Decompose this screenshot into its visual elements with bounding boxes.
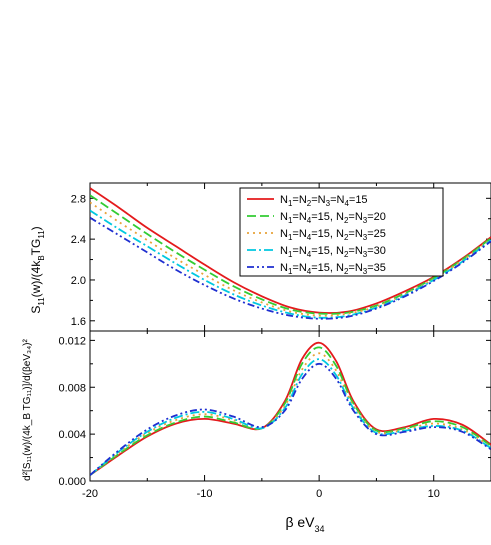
legend-label: N1=N4=15, N2=N3=25 — [280, 228, 386, 242]
legend-subscript: 2 — [344, 267, 349, 276]
legend-text-part: =N — [348, 245, 362, 257]
legend-text-part: N — [280, 262, 288, 274]
series-line — [90, 187, 491, 314]
legend-text-part: N — [280, 194, 288, 206]
x-axis-label: β eV34 — [285, 514, 324, 534]
series-line — [90, 201, 491, 317]
legend-text-part: =N — [348, 262, 362, 274]
bottom-series-group — [90, 341, 491, 476]
legend-subscript: 3 — [363, 216, 368, 225]
legend-subscript: 1 — [288, 216, 293, 225]
legend-subscript: 4 — [307, 216, 312, 225]
legend-label: N1=N4=15, N2=N3=30 — [280, 245, 386, 259]
legend-text-part: =15 — [349, 194, 368, 206]
bottom-y-axis-label: d²[S₁₁(w)/(4k_B TG₁₁)]/d(βeV₃₄)² — [22, 338, 33, 480]
legend-text-part: =N — [292, 228, 306, 240]
legend-text-part: =15, N — [311, 228, 344, 240]
legend-box — [239, 187, 444, 277]
legend-text-part: =30 — [367, 245, 386, 257]
legend-subscript: 1 — [288, 233, 293, 242]
series-line — [90, 346, 491, 476]
y-tick-label: 0.004 — [58, 429, 86, 441]
y-tick-label: 1.6 — [71, 316, 86, 328]
bottom-panel: 0.000 0.004 0.008 0.012 -20 -10 0 10 d²[S₁₁(w)… — [22, 330, 491, 534]
series-line — [90, 352, 491, 476]
legend-text-part: N — [280, 245, 288, 257]
legend-subscript: 2 — [307, 199, 312, 208]
legend-text-part: =25 — [367, 228, 386, 240]
series-line — [90, 209, 491, 319]
legend-label: N1=N4=15, N2=N3=35 — [280, 262, 386, 276]
legend-text-part: =N — [348, 228, 362, 240]
legend-subscript: 1 — [288, 199, 293, 208]
top-series-group — [90, 187, 491, 320]
legend-text-part: =15, N — [311, 211, 344, 223]
legend-subscript: 3 — [363, 250, 368, 259]
legend-text-part: =N — [292, 194, 306, 206]
y-tick-label: 0.000 — [58, 476, 86, 488]
legend-subscript: 3 — [363, 233, 368, 242]
legend-text-part: =N — [348, 211, 362, 223]
legend-text-part: =35 — [367, 262, 386, 274]
x-tick-label: 0 — [316, 488, 322, 500]
legend-subscript: 4 — [307, 267, 312, 276]
legend-subscript: 3 — [326, 199, 331, 208]
bottom-y-ticks: 0.000 0.004 0.008 0.012 — [58, 335, 491, 488]
top-y-axis-label: S11(w)/(4kBTG11) — [29, 226, 46, 313]
series-line — [90, 362, 491, 476]
legend-text-part: =N — [292, 245, 306, 257]
series-line — [90, 358, 491, 476]
bottom-x-ticks: -20 -10 0 10 — [82, 331, 491, 500]
legend-subscript: 4 — [344, 199, 349, 208]
x-tick-label: -10 — [197, 488, 213, 500]
series-line — [90, 216, 491, 320]
legend-subscript: 2 — [344, 233, 349, 242]
legend-text-part: =N — [292, 262, 306, 274]
legend-text-part: =N — [330, 194, 344, 206]
legend-subscript: 4 — [307, 250, 312, 259]
legend-subscript: 1 — [288, 250, 293, 259]
legend-label: N1=N2=N3=N4=15 — [280, 194, 368, 208]
y-tick-label: 0.008 — [58, 382, 86, 394]
legend-subscript: 2 — [344, 216, 349, 225]
x-tick-label: 10 — [428, 488, 440, 500]
legend-text-part: =20 — [367, 211, 386, 223]
legend-subscript: 1 — [288, 267, 293, 276]
y-tick-label: 2.4 — [71, 234, 86, 246]
legend-subscript: 2 — [344, 250, 349, 259]
legend-text-part: =N — [311, 194, 325, 206]
legend-text-part: =N — [292, 211, 306, 223]
y-tick-label: 0.012 — [58, 335, 86, 347]
legend-subscript: 3 — [363, 267, 368, 276]
bottom-plot-frame — [89, 330, 491, 482]
legend-subscript: 4 — [307, 233, 312, 242]
legend-text-part: N — [280, 211, 288, 223]
series-line — [90, 341, 491, 476]
legend-text-part: N — [280, 228, 288, 240]
legend-text-part: =15, N — [311, 245, 344, 257]
x-tick-label: -20 — [82, 488, 98, 500]
legend-label: N1=N4=15, N2=N3=20 — [280, 211, 386, 225]
y-tick-label: 2.8 — [71, 193, 86, 205]
top-panel: 1.6 2.0 2.4 2.8 S11(w)/(4kBTG11) — [29, 182, 491, 332]
legend-text-part: =15, N — [311, 262, 344, 274]
series-line — [90, 194, 491, 315]
y-tick-label: 2.0 — [71, 275, 86, 287]
